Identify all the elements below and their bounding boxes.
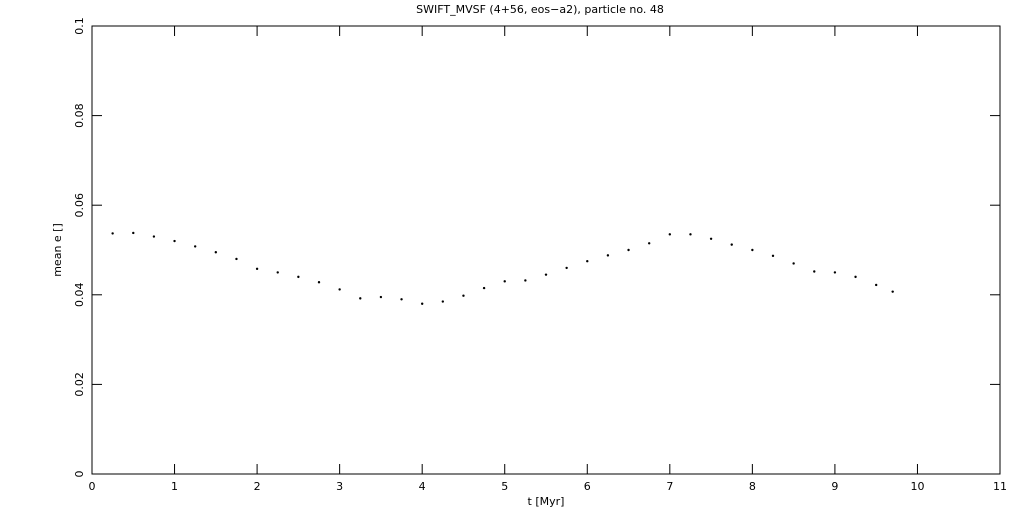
data-point [813,270,816,273]
x-tick-label: 5 [501,480,508,493]
x-tick-label: 8 [749,480,756,493]
data-point [874,283,878,287]
data-point [255,267,259,271]
data-point [111,232,114,235]
data-point [854,275,857,279]
plot-frame [91,25,1001,475]
y-axis-label: mean e [] [51,223,64,277]
data-point [482,286,486,290]
data-point [276,271,279,274]
data-point [524,279,527,282]
y-tick-label: 0.04 [73,283,86,308]
data-point [317,281,321,284]
data-point [235,257,238,261]
data-point [297,275,300,279]
data-point [338,288,341,291]
data-point [689,233,692,236]
x-tick-label: 10 [910,480,924,493]
x-tick-label: 11 [993,480,1007,493]
data-point [462,294,465,297]
x-tick-label: 0 [89,480,96,493]
data-point [420,302,424,305]
y-tick-label: 0.1 [73,17,86,35]
data-point [173,239,176,243]
data-point [709,237,713,240]
y-tick-label: 0.02 [73,372,86,397]
data-point [586,260,589,263]
x-tick-label: 3 [336,480,343,493]
data-point [565,266,568,270]
data-point [606,254,610,257]
data-point [771,254,775,258]
data-point [627,248,630,252]
data-point [193,245,197,248]
x-tick-label: 6 [584,480,591,493]
x-tick-label: 1 [171,480,178,493]
data-point [544,273,548,276]
data-point [359,297,362,300]
x-tick-label: 7 [666,480,673,493]
data-point [792,262,795,265]
data-point [152,235,156,238]
y-tick-label: 0.06 [73,193,86,218]
y-tick-label: 0.08 [73,103,86,128]
data-point [751,248,754,252]
data-point [503,280,506,283]
data-point [214,251,218,254]
data-point [730,243,733,246]
data-point [379,295,383,299]
x-tick-label: 4 [419,480,426,493]
data-point [132,231,135,235]
y-tick-label: 0 [73,471,86,478]
x-axis-label: t [Myr] [528,495,565,508]
data-point [441,300,445,303]
data-point [833,271,837,274]
x-tick-label: 9 [831,480,838,493]
chart-title: SWIFT_MVSF (4+56, eos−a2), particle no. … [416,3,664,16]
data-point [647,242,651,245]
x-tick-label: 2 [254,480,261,493]
data-point [668,233,672,236]
data-point [891,290,894,293]
data-point [400,298,403,301]
